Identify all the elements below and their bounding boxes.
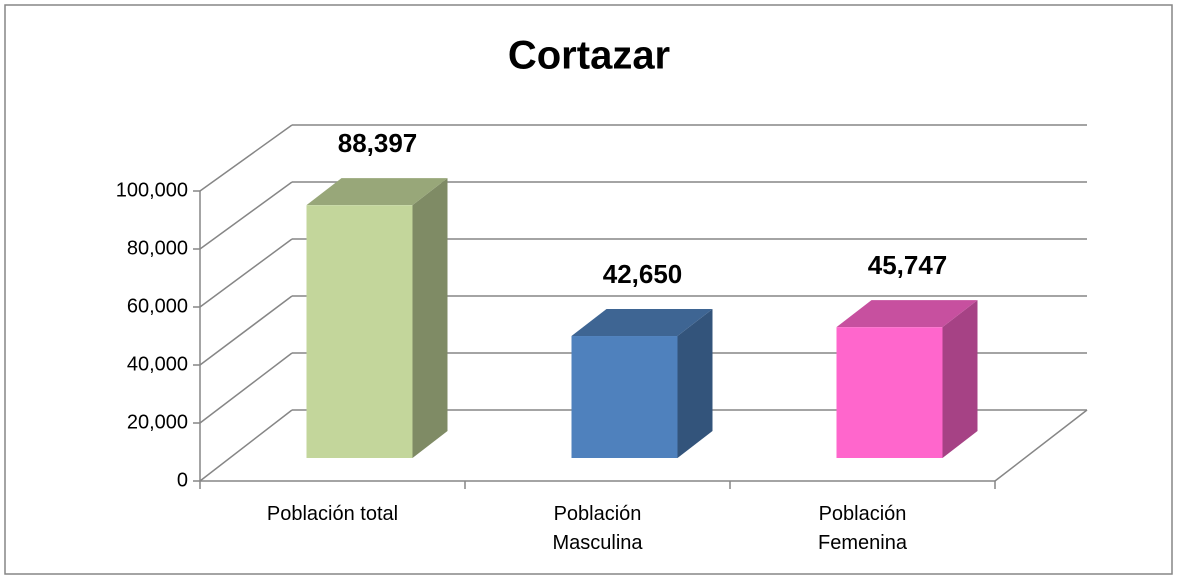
grid-line [199, 238, 293, 308]
value-label: 45,747 [868, 250, 948, 280]
y-tick-label: 20,000 [127, 411, 188, 433]
grid-line [199, 295, 293, 366]
x-tick-label: Población total [266, 503, 399, 525]
floor-edge [994, 409, 1088, 482]
bar [571, 336, 678, 458]
grid-line [199, 352, 293, 424]
y-tick-label: 0 [177, 469, 188, 491]
bar-side [677, 309, 713, 458]
value-label: 42,650 [603, 259, 683, 289]
y-tick-label: 60,000 [127, 295, 188, 317]
grid-line [199, 124, 293, 192]
grid-line [199, 181, 293, 250]
bar [836, 327, 943, 458]
y-tick-label: 80,000 [127, 237, 188, 259]
y-tick-label: 40,000 [127, 353, 188, 375]
value-label: 88,397 [338, 128, 418, 158]
chart-title: Cortazar [508, 34, 670, 78]
bar-side [942, 300, 978, 458]
bar-top [306, 178, 448, 206]
x-tick-label: Población Masculina [552, 503, 643, 554]
bar-side [412, 178, 448, 459]
bar-top [836, 300, 978, 328]
x-tick-label: Población Femenina [818, 503, 907, 554]
bar-top [571, 309, 713, 337]
y-tick-label: 100,000 [116, 179, 188, 201]
bar [306, 205, 413, 458]
grid-line [199, 409, 293, 482]
